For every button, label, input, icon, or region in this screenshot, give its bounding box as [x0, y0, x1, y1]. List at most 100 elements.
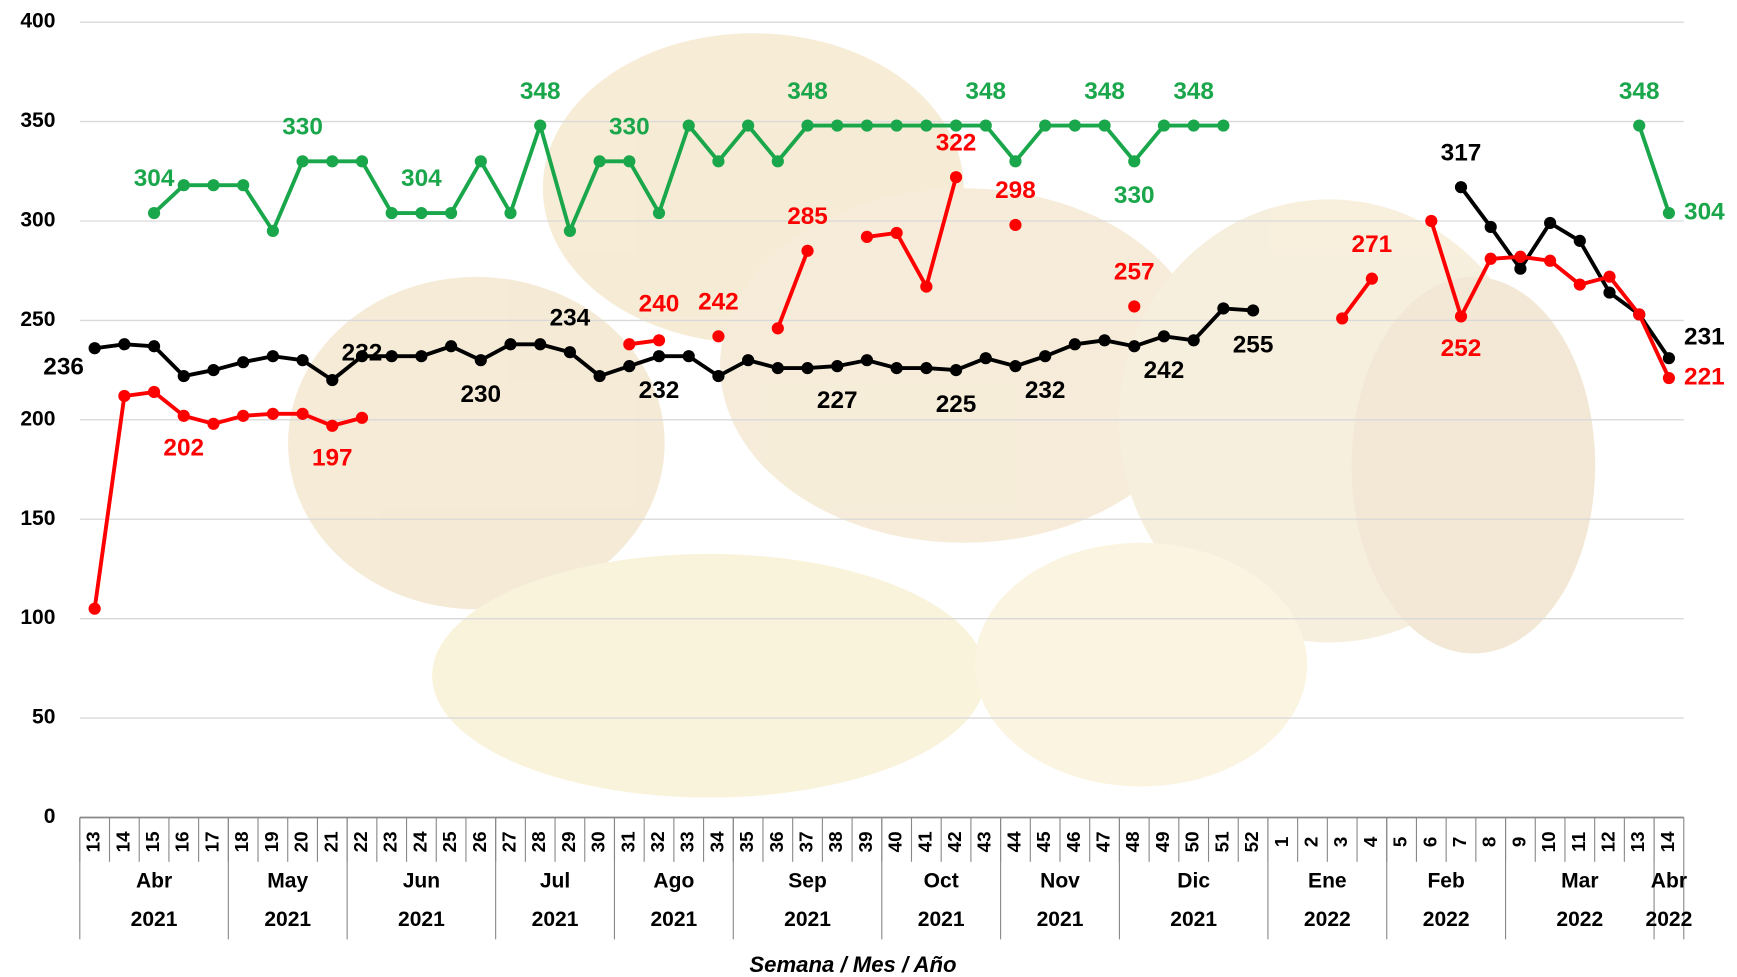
data-point	[1128, 340, 1140, 352]
data-label: 255	[1233, 331, 1274, 358]
data-point	[1098, 119, 1110, 131]
x-tick-label: 46	[1063, 831, 1084, 852]
x-axis-title: Semana / Mes / Año	[749, 952, 956, 977]
data-point	[445, 207, 457, 219]
x-tick-label: 40	[885, 831, 906, 852]
data-point	[1247, 304, 1259, 316]
x-tick-label: 31	[617, 831, 638, 852]
data-point	[534, 338, 546, 350]
data-point	[980, 119, 992, 131]
month-label: Abr	[136, 869, 172, 892]
data-point	[1574, 279, 1586, 291]
x-tick-label: 44	[1003, 831, 1024, 852]
data-point	[653, 350, 665, 362]
x-tick-label: 21	[320, 831, 341, 852]
data-point	[1633, 119, 1645, 131]
year-label: 2021	[784, 908, 831, 931]
year-label: 2022	[1423, 908, 1470, 931]
data-point	[861, 119, 873, 131]
data-point	[712, 330, 724, 342]
data-point	[237, 356, 249, 368]
data-point	[1544, 255, 1556, 267]
x-tick-label: 37	[796, 831, 817, 852]
data-point	[1069, 338, 1081, 350]
data-point	[1514, 251, 1526, 263]
x-tick-label: 29	[558, 831, 579, 852]
data-point	[296, 155, 308, 167]
data-point	[1069, 119, 1081, 131]
data-point	[594, 155, 606, 167]
data-point	[386, 350, 398, 362]
data-point	[772, 322, 784, 334]
data-point	[1336, 312, 1348, 324]
data-label: 236	[43, 354, 84, 381]
data-point	[207, 418, 219, 430]
data-point	[1188, 119, 1200, 131]
year-label: 2021	[131, 908, 178, 931]
data-point	[742, 354, 754, 366]
x-tick-label: 13	[83, 831, 104, 852]
data-point	[742, 119, 754, 131]
month-label: Ago	[653, 869, 694, 892]
data-point	[207, 179, 219, 191]
data-point	[831, 360, 843, 372]
year-label: 2021	[532, 908, 579, 931]
x-tick-label: 20	[291, 831, 312, 852]
year-label: 2021	[918, 908, 965, 931]
data-point	[326, 420, 338, 432]
data-label: 304	[134, 165, 175, 192]
data-point	[1663, 207, 1675, 219]
x-tick-label: 16	[172, 831, 193, 852]
data-point	[801, 362, 813, 374]
data-point	[772, 155, 784, 167]
data-point	[296, 408, 308, 420]
x-tick-label: 10	[1538, 831, 1559, 852]
data-point	[1009, 360, 1021, 372]
data-point	[178, 410, 190, 422]
data-label: 242	[1144, 357, 1185, 384]
data-label: 252	[1441, 335, 1482, 362]
y-tick-label: 400	[20, 10, 55, 33]
data-label: 232	[639, 377, 680, 404]
x-tick-label: 45	[1033, 831, 1054, 852]
data-point	[1366, 273, 1378, 285]
data-point	[267, 225, 279, 237]
data-point	[267, 408, 279, 420]
x-tick-label: 6	[1419, 837, 1440, 847]
data-point	[1128, 300, 1140, 312]
x-tick-label: 11	[1568, 832, 1589, 852]
data-point	[950, 364, 962, 376]
month-label: Jun	[403, 869, 440, 892]
x-tick-label: 47	[1093, 831, 1114, 852]
data-point	[356, 155, 368, 167]
x-tick-label: 14	[112, 831, 133, 852]
x-tick-label: 22	[350, 831, 371, 852]
x-tick-label: 33	[677, 831, 698, 852]
data-point	[178, 370, 190, 382]
chart: Semana / Mes / Año 050100150200250300350…	[0, 0, 1737, 977]
data-point	[148, 207, 160, 219]
data-point	[623, 360, 635, 372]
x-tick-label: 28	[528, 831, 549, 852]
x-tick-label: 8	[1479, 837, 1500, 847]
x-tick-label: 38	[825, 831, 846, 852]
month-label: Feb	[1427, 869, 1464, 892]
x-tick-label: 52	[1241, 831, 1262, 852]
data-point	[623, 338, 635, 350]
data-point	[207, 364, 219, 376]
x-tick-label: 34	[706, 831, 727, 852]
data-point	[831, 119, 843, 131]
data-label: 240	[639, 290, 680, 317]
data-label: 230	[460, 381, 501, 408]
year-label: 2022	[1646, 908, 1693, 931]
data-point	[653, 334, 665, 346]
data-point	[564, 346, 576, 358]
x-tick-label: 48	[1122, 831, 1143, 852]
data-point	[594, 370, 606, 382]
x-tick-label: 5	[1390, 837, 1411, 847]
month-label: Mar	[1561, 869, 1598, 892]
data-point	[1514, 263, 1526, 275]
data-label: 330	[609, 114, 650, 141]
year-label: 2021	[650, 908, 697, 931]
x-tick-label: 2	[1300, 837, 1321, 847]
